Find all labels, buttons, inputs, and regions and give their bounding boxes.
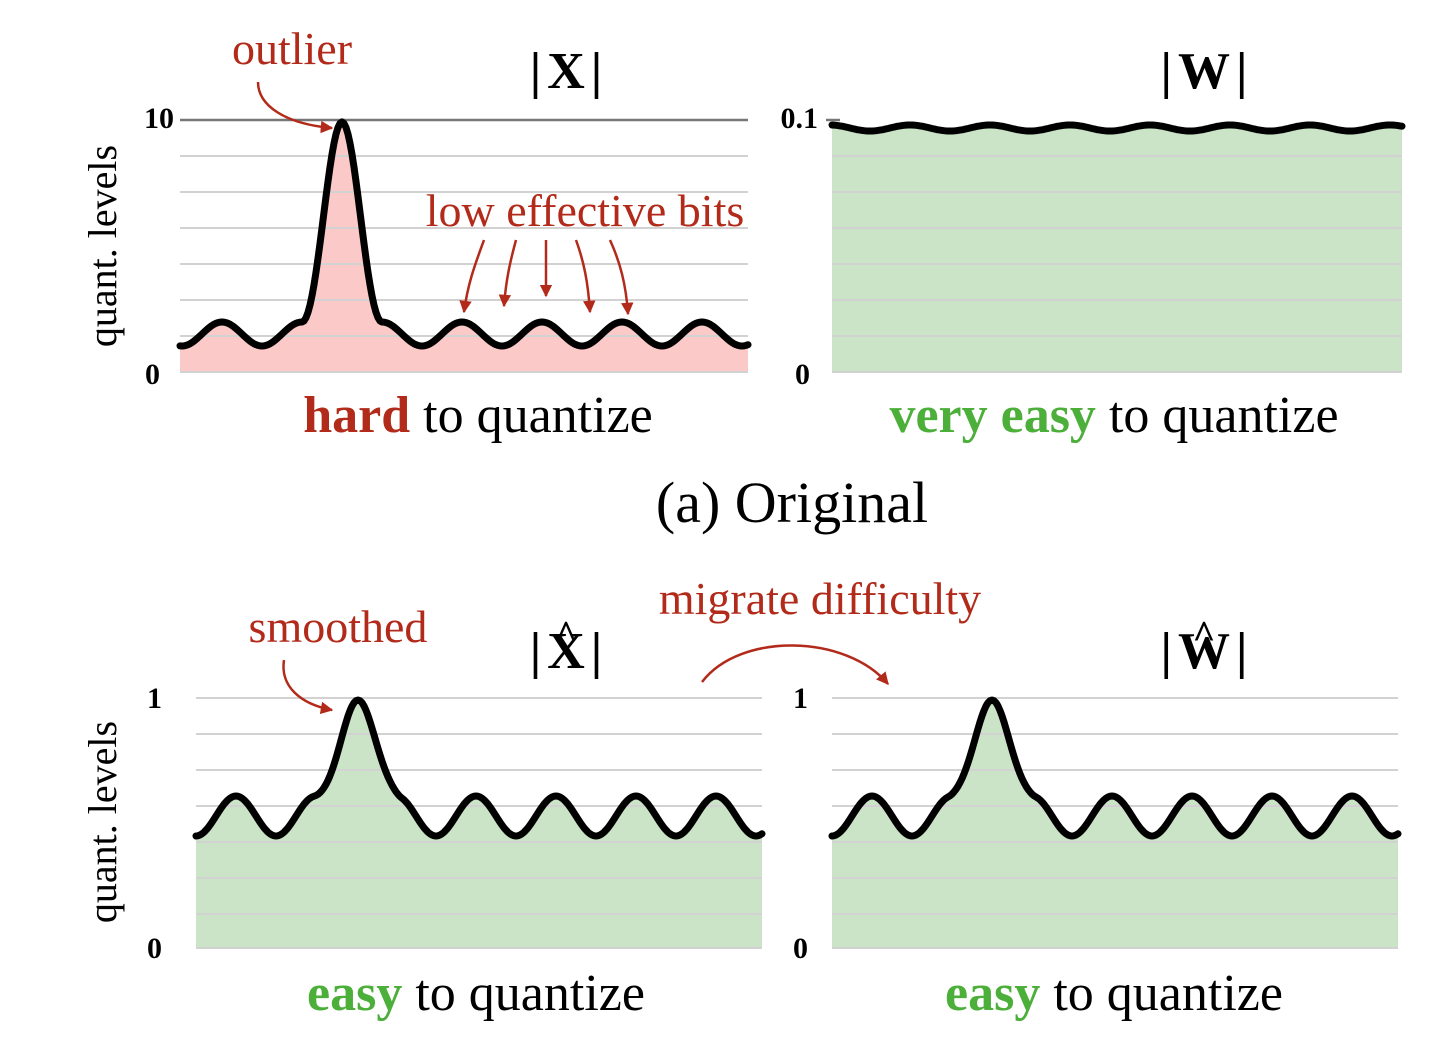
x-original-ymax-tick: 10 xyxy=(144,102,174,135)
w-smoothed-ymax-tick: 1 xyxy=(793,682,808,715)
w-smoothed-curve xyxy=(828,696,1402,840)
low-effective-bits-arrows xyxy=(459,239,634,316)
migrate-difficulty-arrow xyxy=(701,644,889,685)
panel-x-smoothed: 1 0 quant. levels | X | ^ easy to quantize… xyxy=(80,601,766,1022)
outlier-annotation: outlier xyxy=(232,23,352,74)
migrate-difficulty-annotation: migrate difficulty xyxy=(659,573,981,624)
x-smoothed-caption: easy to quantize xyxy=(307,965,645,1022)
smoothed-arrow xyxy=(282,659,334,715)
outlier-arrow xyxy=(256,81,334,134)
x-smoothed-ymin-tick: 0 xyxy=(147,932,162,965)
x-smoothed-curve xyxy=(192,696,766,840)
w-smoothed-title-accent: ^ xyxy=(1192,612,1215,657)
w-smoothed-title: | W | xyxy=(1161,623,1248,680)
w-original-ymax-tick: 0.1 xyxy=(781,102,819,135)
bits-arrow-1 xyxy=(459,239,486,314)
x-original-curve xyxy=(176,118,752,350)
panel-x-original: 10 0 quant. levels | X | hard to quantize … xyxy=(80,23,752,444)
w-original-curve xyxy=(828,121,1406,135)
panel-w-original: 0.1 0 | W | very easy to quantize xyxy=(781,43,1406,444)
section-caption-original: (a) Original xyxy=(656,470,928,535)
x-smoothed-ymax-tick: 1 xyxy=(147,682,162,715)
low-effective-bits-annotation: low effective bits xyxy=(426,185,745,236)
w-original-area-fill xyxy=(832,125,1402,372)
x-original-ymin-tick: 0 xyxy=(145,358,160,391)
x-smoothed-title-accent: ^ xyxy=(554,612,577,657)
w-smoothed-caption: easy to quantize xyxy=(945,965,1283,1022)
x-smoothed-area-fill xyxy=(196,700,762,948)
x-smoothed-y-axis-label: quant. levels xyxy=(80,721,125,923)
bits-arrow-5 xyxy=(608,239,634,316)
bits-arrow-4 xyxy=(574,239,596,314)
panel-w-smoothed: 1 0 | W | ^ easy to quantize xyxy=(793,612,1402,1022)
w-original-gridlines xyxy=(832,155,1402,373)
w-original-caption: very easy to quantize xyxy=(889,387,1338,444)
smoothed-annotation: smoothed xyxy=(249,601,428,652)
x-original-area-fill xyxy=(180,122,748,372)
x-original-caption: hard to quantize xyxy=(303,387,653,444)
x-original-title: | X | xyxy=(530,43,602,100)
x-original-y-axis-label: quant. levels xyxy=(80,145,125,347)
w-original-ymin-tick: 0 xyxy=(795,358,810,391)
w-smoothed-gridlines xyxy=(832,697,1398,949)
x-smoothed-title: | X | xyxy=(530,623,602,680)
x-smoothed-gridlines xyxy=(196,697,762,949)
bits-arrow-2 xyxy=(498,239,518,308)
w-original-title: | W | xyxy=(1161,43,1248,100)
w-smoothed-ymin-tick: 0 xyxy=(793,932,808,965)
w-smoothed-area-fill xyxy=(832,700,1398,948)
